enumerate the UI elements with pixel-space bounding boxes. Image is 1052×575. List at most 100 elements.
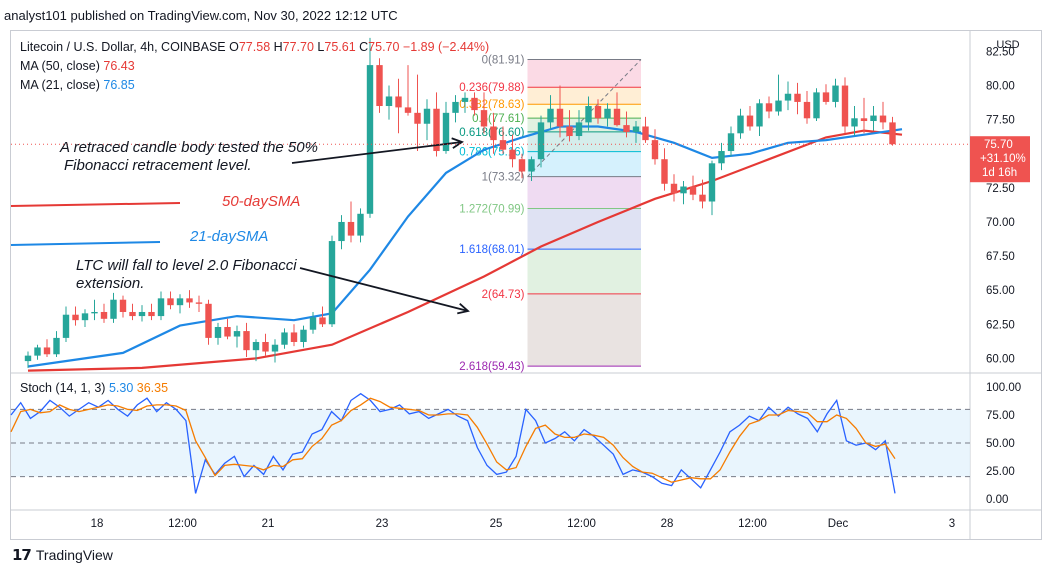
candle-body xyxy=(423,108,431,124)
candle-body xyxy=(357,213,364,236)
candle-body xyxy=(832,85,839,102)
candle-body xyxy=(537,122,545,160)
price-tick-label: 77.50 xyxy=(986,115,1015,127)
candle-body xyxy=(566,126,573,137)
time-tick-label: 23 xyxy=(376,518,389,530)
candle-body xyxy=(72,314,79,321)
candle-body xyxy=(860,118,868,122)
stoch-label: Stoch (14, 1, 3) xyxy=(20,381,106,395)
annotation-arrow-extension xyxy=(299,267,469,312)
candle-body xyxy=(746,115,754,127)
candle-body xyxy=(243,331,250,351)
candle-body xyxy=(319,317,326,325)
fib-zone xyxy=(527,176,641,209)
candle-body xyxy=(518,159,526,172)
time-tick-label: 12:00 xyxy=(168,518,197,530)
ma21-value: 76.85 xyxy=(103,78,135,92)
candle-body xyxy=(290,332,298,342)
sma50-label: 50-daySMA xyxy=(222,193,301,210)
fib-zone xyxy=(527,87,641,105)
candle-body xyxy=(176,298,184,306)
candle-body xyxy=(433,108,440,152)
close-value: 75.70 xyxy=(368,40,400,54)
candle-body xyxy=(879,115,887,123)
time-tick-label: 28 xyxy=(661,518,674,530)
price-tick-label: 82.50 xyxy=(986,46,1015,58)
fib-trend-line xyxy=(527,59,642,178)
change-value: −1.89 (−2.44%) xyxy=(402,40,490,54)
price-badge-price: 75.70 xyxy=(984,139,1013,151)
fib-level-label: 1.618(68.01) xyxy=(459,244,524,256)
annotation-retrace-line1: A retraced candle body tested the 50% xyxy=(60,139,318,156)
price-tick-label: 80.00 xyxy=(986,81,1015,93)
candle-body xyxy=(129,311,136,317)
time-tick-label: 12:00 xyxy=(738,518,767,530)
time-tick-label: 3 xyxy=(949,518,955,530)
sma50-legend-line xyxy=(10,202,181,207)
candle-body xyxy=(803,101,811,119)
fib-zone xyxy=(527,104,641,119)
candle-body xyxy=(775,100,782,112)
candle-body xyxy=(528,159,535,172)
fib-level-label: 0.5(77.61) xyxy=(472,113,525,125)
candle-body xyxy=(186,298,193,303)
ma50-value: 76.43 xyxy=(103,59,135,73)
candle-body xyxy=(490,126,497,141)
candle-body xyxy=(680,186,687,194)
candle-body xyxy=(613,108,621,126)
stoch-tick-label: 100.00 xyxy=(986,382,1021,394)
candle-body xyxy=(376,65,383,107)
fib-zone xyxy=(527,293,641,367)
candle-body xyxy=(623,125,630,132)
fib-level-label: 0.236(79.88) xyxy=(459,82,524,94)
candle-body xyxy=(727,133,735,152)
candle-body xyxy=(480,110,488,127)
stoch-legend: Stoch (14, 1, 3) 5.30 36.35 xyxy=(20,381,168,395)
candle-body xyxy=(119,299,127,312)
candle-body xyxy=(328,241,336,325)
candle-body xyxy=(271,344,279,352)
annotation-arrow-retrace xyxy=(291,141,463,164)
sma21-legend-line xyxy=(10,241,161,246)
candle-body xyxy=(699,194,706,202)
candle-body xyxy=(556,108,564,127)
candle-body xyxy=(34,347,41,356)
sma21-label: 21-daySMA xyxy=(190,228,269,245)
stoch-tick-label: 50.00 xyxy=(986,438,1015,450)
ma50-legend: MA (50, close) 76.43 xyxy=(20,59,135,73)
candle-body xyxy=(404,107,412,113)
fib-zone xyxy=(527,249,641,294)
symbol-title: Litecoin / U.S. Dollar, 4h, COINBASE xyxy=(20,40,226,54)
candle-body xyxy=(138,311,146,317)
symbol-legend: Litecoin / U.S. Dollar, 4h, COINBASE O77… xyxy=(20,40,489,54)
price-tick-label: 70.00 xyxy=(986,217,1015,229)
candle-body xyxy=(737,115,744,134)
annotation-arrow-retrace-head xyxy=(451,137,464,149)
candle-body xyxy=(670,183,678,194)
candle-body xyxy=(756,103,763,127)
candle-body xyxy=(157,298,165,317)
publish-info: analyst101 published on TradingView.com,… xyxy=(4,8,398,23)
stoch-d-line xyxy=(10,397,896,483)
price-tick-label: 65.00 xyxy=(986,285,1015,297)
stoch-d-value: 36.35 xyxy=(136,381,169,395)
candle-body xyxy=(148,311,155,317)
candle-body xyxy=(442,112,450,152)
ma21-label: MA (21, close) xyxy=(20,78,100,92)
candle-body xyxy=(262,341,269,352)
candle-body xyxy=(784,93,792,101)
low-value: 75.61 xyxy=(324,40,356,54)
candle-body xyxy=(575,122,583,137)
stoch-tick-label: 75.00 xyxy=(986,410,1015,422)
footer-branding: 𝟭𝟳 TradingView xyxy=(12,546,113,564)
time-tick-label: 21 xyxy=(262,518,275,530)
price-tick-label: 72.50 xyxy=(986,183,1015,195)
price-tick-label: 67.50 xyxy=(986,251,1015,263)
candle-body xyxy=(300,329,307,342)
fib-zone xyxy=(527,59,641,88)
stoch-tick-label: 0.00 xyxy=(986,494,1008,506)
time-tick-label: Dec xyxy=(828,518,849,530)
price-tick-label: 62.50 xyxy=(986,319,1015,331)
fib-level-label: 2.618(59.43) xyxy=(459,361,524,373)
